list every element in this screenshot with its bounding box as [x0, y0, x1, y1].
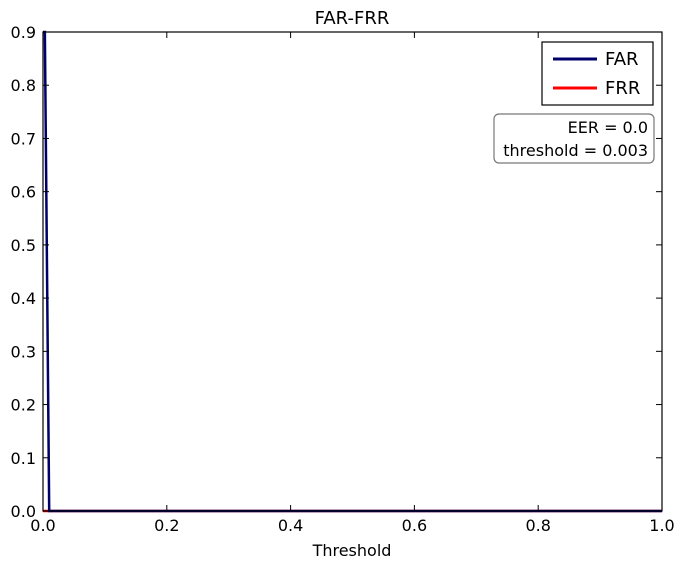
y-tick-label: 0.2 [11, 396, 36, 415]
annotation-threshold-text: threshold = 0.003 [503, 141, 648, 160]
legend: FAR FRR [541, 41, 654, 106]
plot-background [43, 32, 662, 511]
annotation-eer-text: EER = 0.0 [568, 118, 648, 137]
plot-frame [42, 31, 663, 512]
legend-label-far: FAR [605, 49, 639, 70]
x-tick-label: 0.4 [278, 516, 303, 535]
y-tick-label: 0.9 [11, 23, 36, 42]
eer-annotation: EER = 0.0 threshold = 0.003 [493, 113, 655, 164]
y-tick-label: 0.6 [11, 183, 36, 202]
x-tick-label: 1.0 [649, 516, 674, 535]
y-tick-label: 0.0 [11, 502, 36, 521]
y-tick-label: 0.4 [11, 289, 36, 308]
x-tick-label: 0.8 [525, 516, 550, 535]
x-tick-label: 0.6 [402, 516, 427, 535]
x-tick-label: 0.0 [30, 516, 55, 535]
ticks-layer: 0.0 0.2 0.4 0.6 0.8 1.0 0.0 0.1 0.2 0.3 0.4 0.5 0.6 0… [11, 23, 675, 535]
chart-title: FAR-FRR [315, 8, 390, 29]
legend-box [541, 41, 654, 106]
annotation-box [493, 113, 655, 164]
y-tick-label: 0.8 [11, 76, 36, 95]
y-tick-label: 0.7 [11, 129, 36, 148]
legend-label-frr: FRR [605, 78, 640, 99]
x-axis-label: Threshold [312, 541, 392, 560]
plot-area: 0.0 0.2 0.4 0.6 0.8 1.0 0.0 0.1 0.2 0.3 0.4 0.5 0.6 0… [11, 23, 675, 535]
y-tick-label: 0.5 [11, 236, 36, 255]
y-tick-label: 0.3 [11, 342, 36, 361]
x-tick-label: 0.2 [154, 516, 179, 535]
y-tick-label: 0.1 [11, 449, 36, 468]
